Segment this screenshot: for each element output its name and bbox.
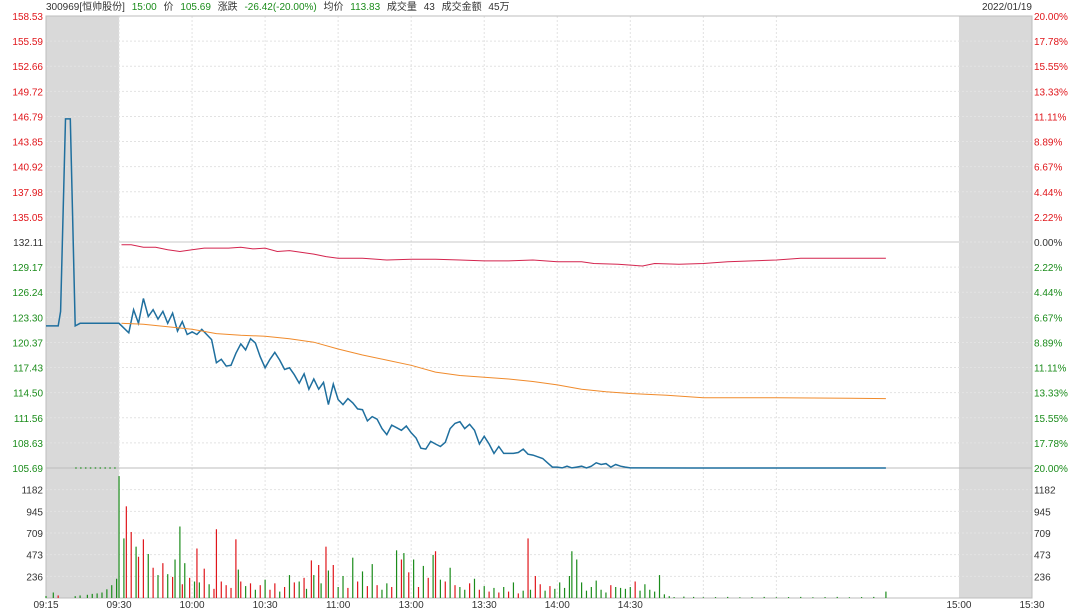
percent-tick-label: 20.00% [1034, 464, 1068, 475]
price-tick-label: 120.37 [12, 338, 43, 349]
price-tick-label: 149.72 [12, 87, 43, 98]
grid [45, 15, 1033, 599]
percent-tick-label: 6.67% [1034, 163, 1062, 174]
time-tick-label: 15:30 [1019, 600, 1044, 611]
amount-label: 成交金额 [441, 2, 482, 13]
change-value: -26.42(-20.00%) [244, 2, 317, 13]
volume-tick-label-left: 1182 [21, 486, 43, 497]
quote-info-bar: 300969[恒帅股份] 15:00 价 105.69 涨跌 -26.42(-2… [46, 1, 514, 15]
after-close-shade [958, 16, 1032, 598]
price-tick-label: 126.24 [12, 288, 43, 299]
volume-tick-label-right: 236 [1034, 572, 1051, 583]
price-tick-label: 155.59 [12, 37, 43, 48]
time-tick-label: 13:00 [399, 600, 424, 611]
volume-bars [45, 476, 887, 598]
avg-value: 113.83 [350, 2, 381, 13]
percent-tick-label: 8.89% [1034, 138, 1062, 149]
price-lines [46, 118, 886, 469]
price-tick-label: 158.53 [12, 12, 43, 23]
price-tick-label: 123.30 [12, 313, 43, 324]
time-tick-label: 11:00 [326, 600, 351, 611]
non-trading-shade [46, 16, 1032, 598]
volume-tick-label-right: 709 [1034, 529, 1051, 540]
time-tick-label: 14:30 [618, 600, 643, 611]
price-tick-label: 152.66 [12, 62, 43, 73]
avg-price-line [121, 322, 886, 400]
percent-tick-label: 17.78% [1034, 439, 1068, 450]
price-tick-label: 111.56 [14, 414, 44, 425]
volume-tick-label-right: 473 [1034, 551, 1051, 562]
percent-tick-label: 2.22% [1034, 213, 1062, 224]
percent-tick-label: 4.44% [1034, 188, 1062, 199]
percent-tick-label: 15.55% [1034, 414, 1068, 425]
time-tick-label: 15:00 [946, 600, 971, 611]
percent-tick-label: 11.11% [1034, 112, 1067, 123]
price-tick-label: 137.98 [12, 188, 43, 199]
vol-value: 43 [423, 2, 435, 13]
time-tick-label: 14:00 [545, 600, 570, 611]
percent-tick-label: 6.67% [1034, 313, 1062, 324]
price-label: 价 [163, 2, 174, 13]
price-tick-label: 143.85 [12, 138, 43, 149]
percent-tick-label: 15.55% [1034, 62, 1068, 73]
volume-tick-label-left: 709 [26, 529, 43, 540]
time-tick-label: 13:30 [472, 600, 497, 611]
time-tick-label: 09:30 [107, 600, 132, 611]
price-tick-label: 146.79 [12, 112, 43, 123]
percent-tick-label: 0.00% [1034, 238, 1062, 249]
percent-tick-label: 8.89% [1034, 338, 1062, 349]
price-value: 105.69 [180, 2, 211, 13]
price-tick-label: 129.17 [12, 263, 43, 274]
time-tick-label: 10:30 [253, 600, 278, 611]
leading-indicator-line [121, 244, 886, 267]
time-tick-label: 09:15 [33, 600, 58, 611]
volume-tick-label-left: 945 [26, 507, 43, 518]
amount-value: 45万 [488, 2, 510, 13]
quote-time: 15:00 [131, 2, 157, 13]
price-line [46, 118, 886, 469]
avg-label: 均价 [323, 2, 344, 13]
percent-tick-label: 4.44% [1034, 288, 1062, 299]
axis-labels: 158.53 155.59 152.66 149.72 146.79 143.85 140.… [12, 12, 1068, 611]
percent-tick-label: 13.33% [1034, 87, 1068, 98]
plot-frame [45, 15, 1033, 599]
stock-name: 300969[恒帅股份] [46, 2, 125, 13]
price-tick-label: 117.43 [13, 364, 43, 375]
volume-tick-label-left: 236 [26, 572, 43, 583]
volume-tick-label-left: 473 [26, 551, 43, 562]
volume-tick-label-right: 1182 [1034, 486, 1056, 497]
percent-tick-label: 2.22% [1034, 263, 1062, 274]
price-tick-label: 132.11 [13, 238, 43, 249]
price-tick-label: 135.05 [12, 213, 43, 224]
chart-date: 2022/01/19 [981, 2, 1032, 13]
price-tick-label: 105.69 [12, 464, 43, 475]
price-tick-label: 114.50 [13, 389, 43, 400]
price-tick-label: 140.92 [12, 163, 43, 174]
change-label: 涨跌 [217, 2, 238, 13]
percent-tick-label: 17.78% [1034, 37, 1068, 48]
price-tick-label: 108.63 [12, 439, 43, 450]
vol-label: 成交量 [386, 2, 417, 13]
percent-tick-label: 13.33% [1034, 389, 1068, 400]
time-tick-label: 10:00 [180, 600, 205, 611]
volume-tick-label-right: 945 [1034, 507, 1051, 518]
pre-open-shade [46, 16, 120, 598]
percent-tick-label: 20.00% [1034, 12, 1068, 23]
percent-tick-label: 11.11% [1034, 364, 1067, 375]
